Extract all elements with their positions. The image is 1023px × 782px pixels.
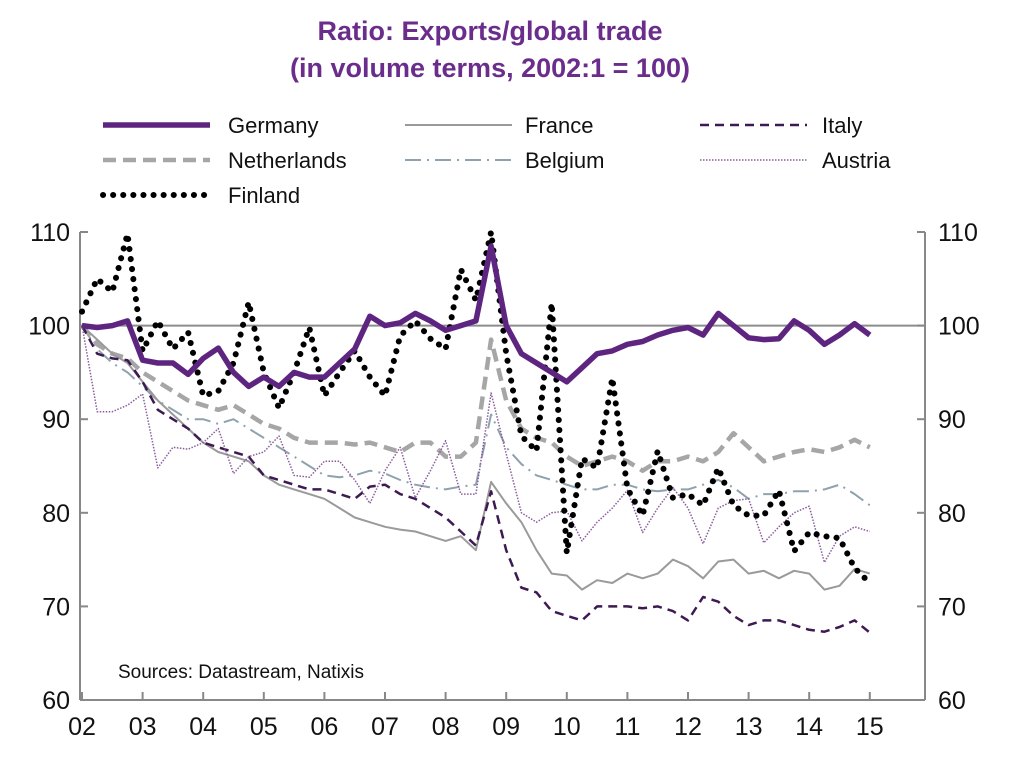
chart-subtitle: (in volume terms, 2002:1 = 100) <box>290 53 690 83</box>
x-tick-label: 10 <box>553 713 581 741</box>
source-note: Sources: Datastream, Natixis <box>118 662 364 683</box>
legend-label-austria: Austria <box>822 148 891 173</box>
series-line-finland <box>79 229 873 586</box>
legend-label-italy: Italy <box>822 113 862 138</box>
x-tick-label: 07 <box>371 713 399 741</box>
chart-title: Ratio: Exports/global trade <box>317 16 662 46</box>
series-line-netherlands <box>80 324 871 473</box>
series-line-belgium <box>81 325 871 507</box>
x-tick-label: 13 <box>735 713 763 741</box>
x-tick-label: 05 <box>250 713 278 741</box>
x-tick-label: 03 <box>129 713 157 741</box>
y-tick-label-left: 60 <box>42 687 70 715</box>
legend-label-netherlands: Netherlands <box>228 148 347 173</box>
y-tick-label-right: 80 <box>938 500 966 528</box>
x-tick-label: 02 <box>68 713 96 741</box>
series-line-germany <box>81 243 872 390</box>
x-tick-label: 06 <box>310 713 338 741</box>
y-tick-label-right: 110 <box>938 219 978 247</box>
legend-label-finland: Finland <box>228 183 300 208</box>
x-tick-label: 08 <box>432 713 460 741</box>
y-tick-label-left: 90 <box>42 406 70 434</box>
y-tick-label-left: 110 <box>30 219 70 247</box>
y-tick-label-right: 60 <box>938 687 966 715</box>
legend: Germany France Italy Netherlands Belgium Aust… <box>100 113 891 208</box>
series-line-italy <box>80 325 871 634</box>
y-tick-label-right: 100 <box>938 313 980 341</box>
y-tick-label-left: 80 <box>42 500 70 528</box>
x-tick-label: 14 <box>795 713 823 741</box>
x-tick-label: 11 <box>614 713 640 741</box>
series-line-france <box>81 324 871 591</box>
series-group <box>79 229 873 634</box>
y-tick-label-right: 90 <box>938 406 966 434</box>
axes: 60 60 70 70 80 80 90 90 100 100 110 110 02 03 04 05 06 07… <box>28 219 979 741</box>
y-tick-label-right: 70 <box>938 593 966 621</box>
y-tick-label-left: 100 <box>28 313 70 341</box>
legend-label-france: France <box>525 113 593 138</box>
x-tick-label: 09 <box>492 713 520 741</box>
y-tick-label-left: 70 <box>42 593 70 621</box>
x-tick-label: 04 <box>189 713 217 741</box>
x-tick-label: 12 <box>674 713 702 741</box>
x-tick-label: 15 <box>856 713 884 741</box>
legend-label-belgium: Belgium <box>525 148 604 173</box>
legend-label-germany: Germany <box>228 113 318 138</box>
